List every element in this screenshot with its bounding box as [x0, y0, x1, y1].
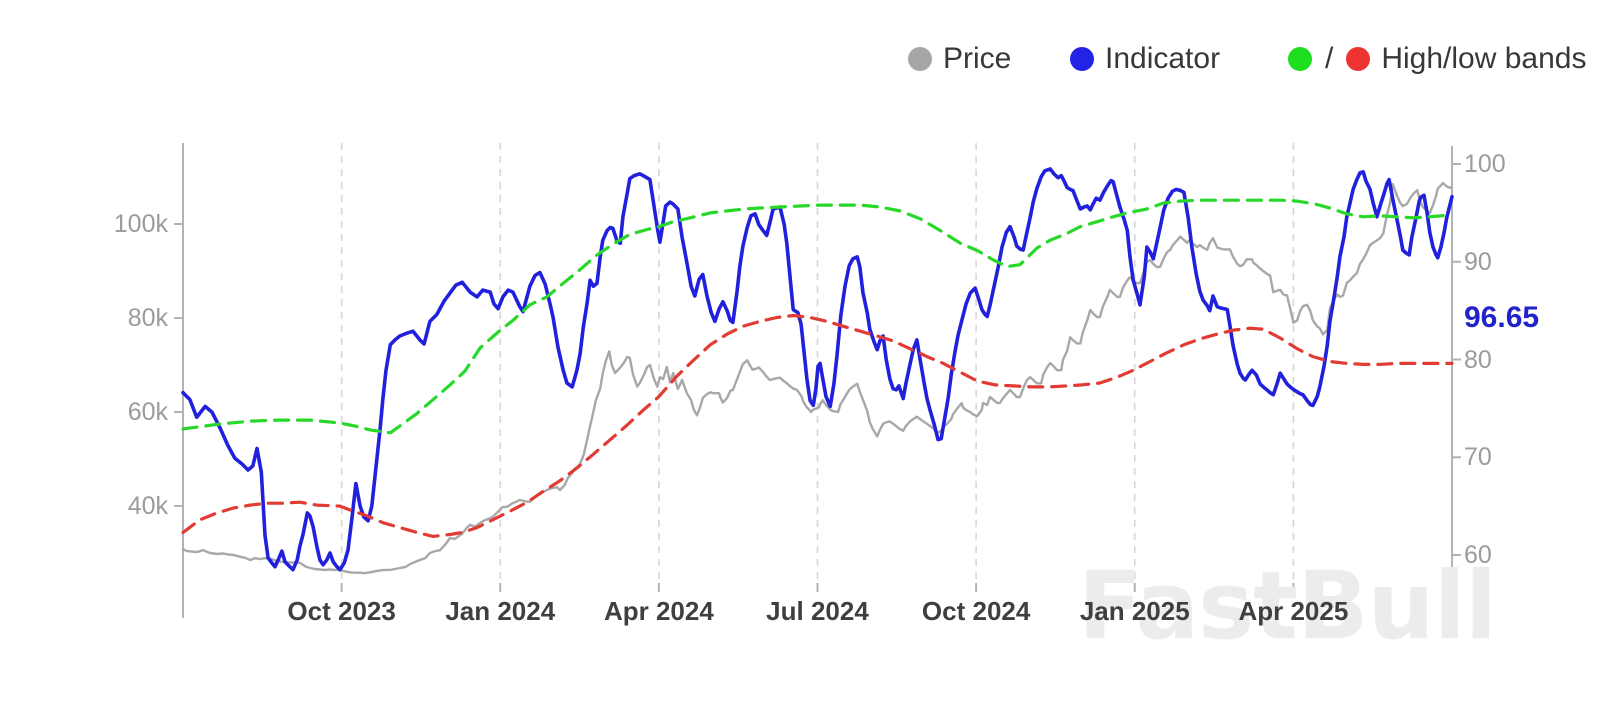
- indicator-legend-dot: [1070, 47, 1094, 71]
- indicator-line: [181, 167, 1454, 572]
- legend-item-price[interactable]: Price: [908, 42, 1011, 76]
- x-tick-jan-2025: Jan 2025: [1079, 596, 1190, 626]
- y-right-tick-90: 90: [1464, 247, 1492, 276]
- x-tick-oct-2023: Oct 2023: [287, 596, 396, 626]
- x-tick-apr-2024: Apr 2024: [603, 596, 714, 626]
- y-left-tick-60k: 60k: [127, 398, 168, 426]
- y-right-tick-60: 60: [1464, 541, 1492, 569]
- y-left-tick-80k: 80k: [127, 304, 168, 332]
- bands-legend-label: High/low bands: [1381, 42, 1587, 75]
- y-left-tick-100k: 100k: [113, 210, 168, 238]
- y-right-tick-100: 100: [1464, 150, 1506, 178]
- chart-legend: Price Indicator / High/low bands: [0, 42, 1600, 76]
- low-band-line: [181, 313, 1454, 538]
- high-band-line: [181, 198, 1454, 435]
- high-band-legend-dot: [1288, 47, 1312, 71]
- x-tick-oct-2024: Oct 2024: [921, 596, 1031, 626]
- x-tick-jan-2024: Jan 2024: [445, 596, 556, 626]
- y-right-tick-70: 70: [1464, 443, 1492, 472]
- fastbull-watermark: FastBull: [1078, 552, 1497, 661]
- price-legend-label: Price: [943, 42, 1012, 75]
- low-band-legend-dot: [1346, 47, 1371, 71]
- y-left-tick-40k: 40k: [127, 492, 168, 520]
- x-tick-apr-2025: Apr 2025: [1238, 596, 1349, 626]
- indicator-last-value-badge: 96.65: [1464, 301, 1540, 334]
- price-legend-dot: [908, 47, 932, 71]
- y-right-tick-80: 80: [1464, 345, 1492, 374]
- price-line: [181, 181, 1454, 575]
- band-legend-separator: /: [1325, 42, 1334, 75]
- legend-item-indicator[interactable]: Indicator: [1070, 42, 1220, 76]
- indicator-legend-label: Indicator: [1105, 42, 1221, 75]
- x-tick-jul-2024: Jul 2024: [766, 596, 869, 626]
- legend-item-bands[interactable]: / High/low bands: [1288, 42, 1586, 76]
